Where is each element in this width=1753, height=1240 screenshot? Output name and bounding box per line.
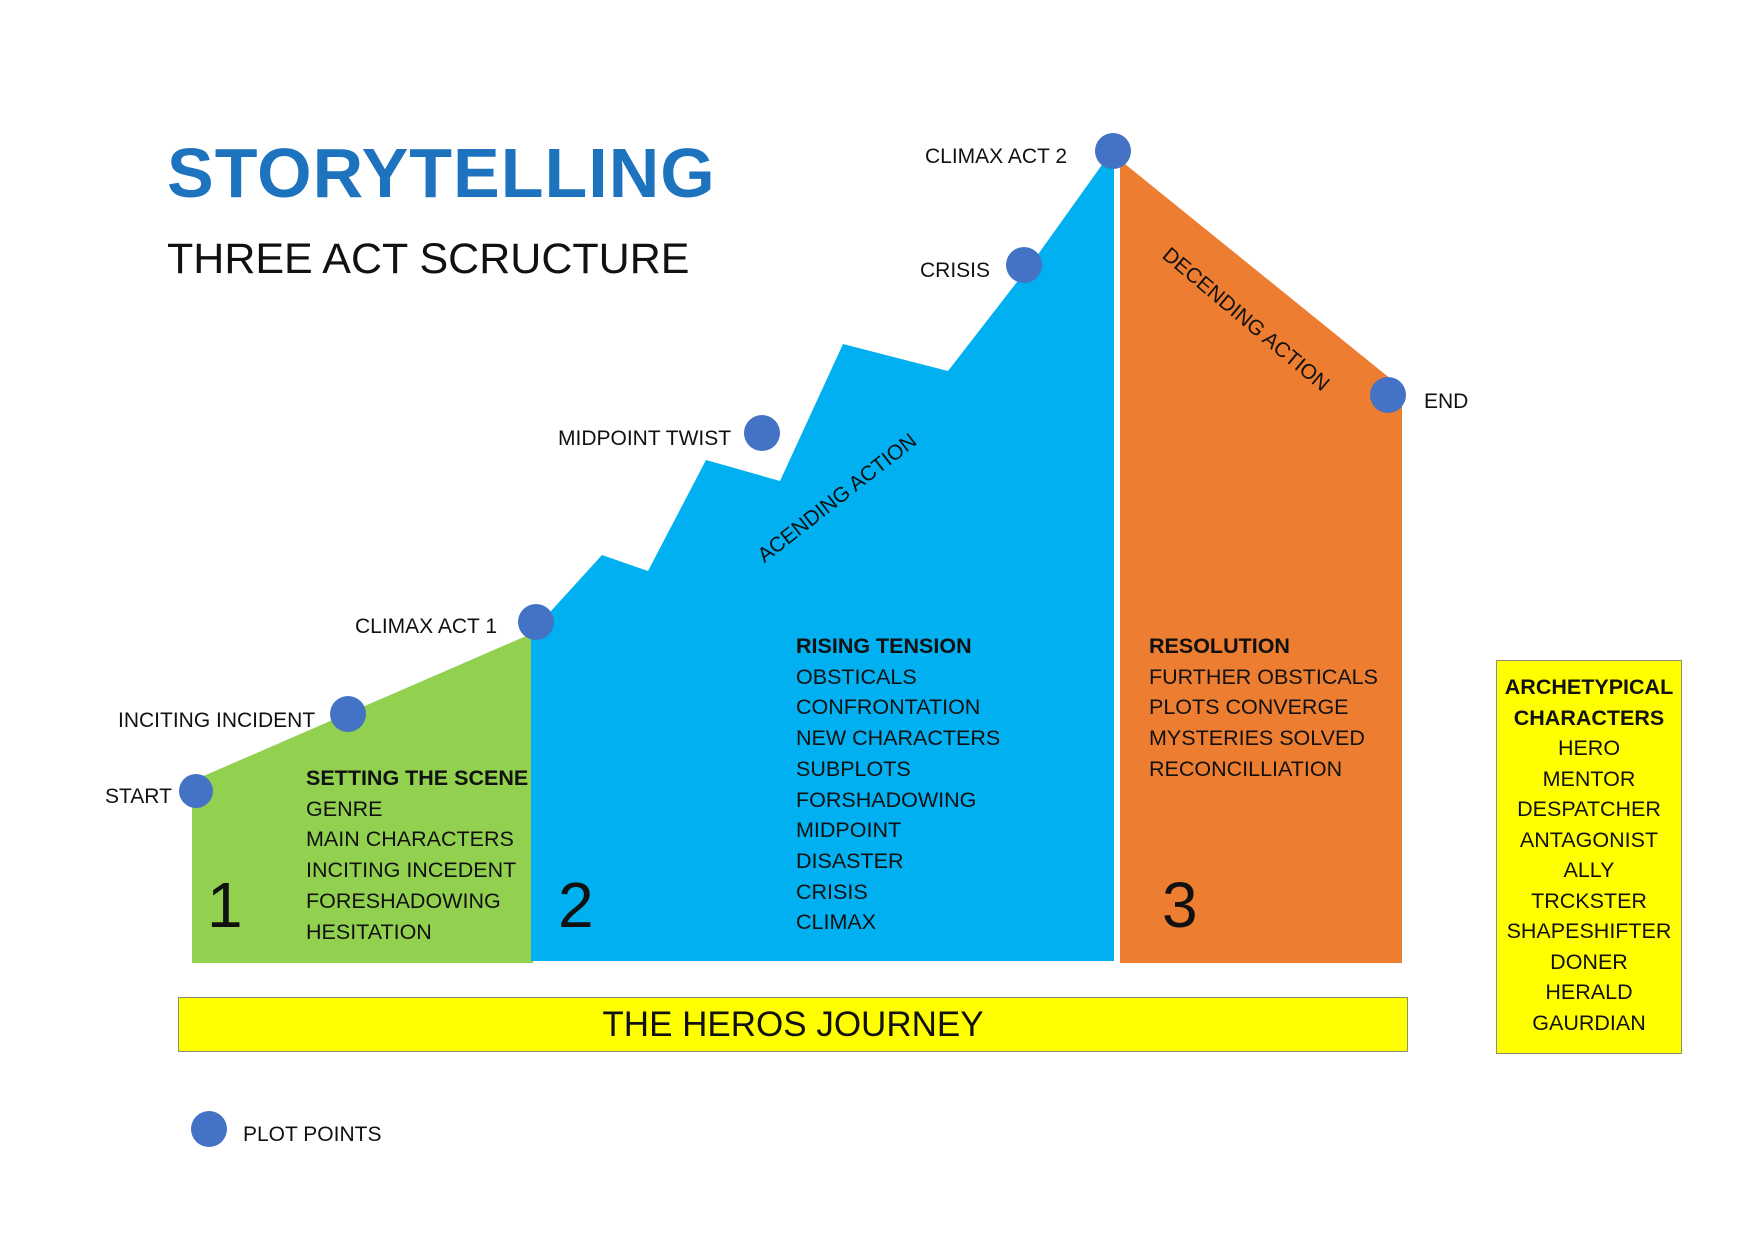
plot-point-climax-act-2 xyxy=(1095,133,1131,169)
archetypes-heading-line-1: ARCHETYPICAL xyxy=(1504,675,1674,699)
list-item: GAURDIAN xyxy=(1532,1010,1646,1035)
plot-point-start xyxy=(179,774,213,808)
act-1-heading: SETTING THE SCENE xyxy=(306,766,529,790)
list-item: FURTHER OBSTICALS xyxy=(1149,664,1378,689)
legend-label: PLOT POINTS xyxy=(243,1123,382,1146)
list-item: MYSTERIES SOLVED xyxy=(1149,726,1365,751)
list-item: HERALD xyxy=(1545,980,1633,1004)
act-number-2: 2 xyxy=(558,869,594,941)
label-climax-act-1: CLIMAX ACT 1 xyxy=(355,615,497,638)
label-climax-act-2: CLIMAX ACT 2 xyxy=(925,145,1067,168)
list-item: NEW CHARACTERS xyxy=(796,726,1001,751)
list-item: PLOTS CONVERGE xyxy=(1149,695,1349,720)
act-1-region xyxy=(192,633,533,963)
act-2-region xyxy=(531,148,1114,961)
archetypes-heading-line-2: CHARACTERS xyxy=(1513,705,1665,730)
act-3-region xyxy=(1120,160,1402,963)
plot-point-climax-act-1 xyxy=(518,604,554,640)
list-item: ALLY xyxy=(1563,858,1615,882)
legend-plot-point-icon xyxy=(191,1111,227,1147)
list-item: CRISIS xyxy=(796,879,868,904)
label-crisis: CRISIS xyxy=(920,259,991,282)
plot-point-midpoint-twist xyxy=(744,415,780,451)
page-title: STORYTELLING xyxy=(167,134,716,212)
list-item: RECONCILLIATION xyxy=(1149,756,1343,781)
act-number-1: 1 xyxy=(207,869,243,941)
list-item: TRCKSTER xyxy=(1531,888,1647,913)
heros-journey-bar: THE HEROS JOURNEY xyxy=(178,997,1408,1052)
label-inciting-incident: INCITING INCIDENT xyxy=(118,709,316,732)
label-end: END xyxy=(1424,390,1469,413)
list-item: DONER xyxy=(1550,949,1628,974)
act-2-text: RISING TENSION OBSTICALS CONFRONTATION N… xyxy=(796,631,1000,938)
heros-journey-label: THE HEROS JOURNEY xyxy=(602,1004,984,1044)
list-item: CLIMAX xyxy=(796,910,877,935)
list-item: CONFRONTATION xyxy=(796,695,981,720)
list-item: DISASTER xyxy=(796,848,904,873)
list-item: FORSHADOWING xyxy=(796,787,977,812)
list-item: OBSTICALS xyxy=(796,664,917,689)
plot-point-inciting-incident xyxy=(330,696,366,732)
archetypes-box: ARCHETYPICAL CHARACTERS HERO MENTOR DESP… xyxy=(1496,660,1682,1054)
act-3-text: RESOLUTION FURTHER OBSTICALS PLOTS CONVE… xyxy=(1149,631,1378,785)
act-2-heading: RISING TENSION xyxy=(796,634,972,658)
list-item: GENRE xyxy=(306,796,383,821)
act-1-text: SETTING THE SCENE GENRE MAIN CHARACTERS … xyxy=(306,763,528,947)
list-item: DESPATCHER xyxy=(1517,797,1661,821)
act-3-heading: RESOLUTION xyxy=(1149,634,1290,658)
list-item: FORESHADOWING xyxy=(306,888,501,913)
list-item: SUBPLOTS xyxy=(796,756,911,781)
act-number-3: 3 xyxy=(1162,869,1198,941)
plot-point-end xyxy=(1370,377,1406,413)
list-item: SHAPESHIFTER xyxy=(1506,919,1672,943)
plot-point-crisis xyxy=(1006,247,1042,283)
list-item: HESITATION xyxy=(306,919,432,944)
label-start: START xyxy=(105,785,172,808)
label-midpoint-twist: MIDPOINT TWIST xyxy=(558,427,732,450)
list-item: MAIN CHARACTERS xyxy=(306,827,514,852)
list-item: MIDPOINT xyxy=(796,818,902,843)
list-item: MENTOR xyxy=(1542,766,1636,791)
list-item: ANTAGONIST xyxy=(1519,827,1659,852)
list-item: HERO xyxy=(1557,736,1621,760)
list-item: INCITING INCEDENT xyxy=(306,858,517,883)
page-subtitle: THREE ACT SCRUCTURE xyxy=(167,235,690,283)
